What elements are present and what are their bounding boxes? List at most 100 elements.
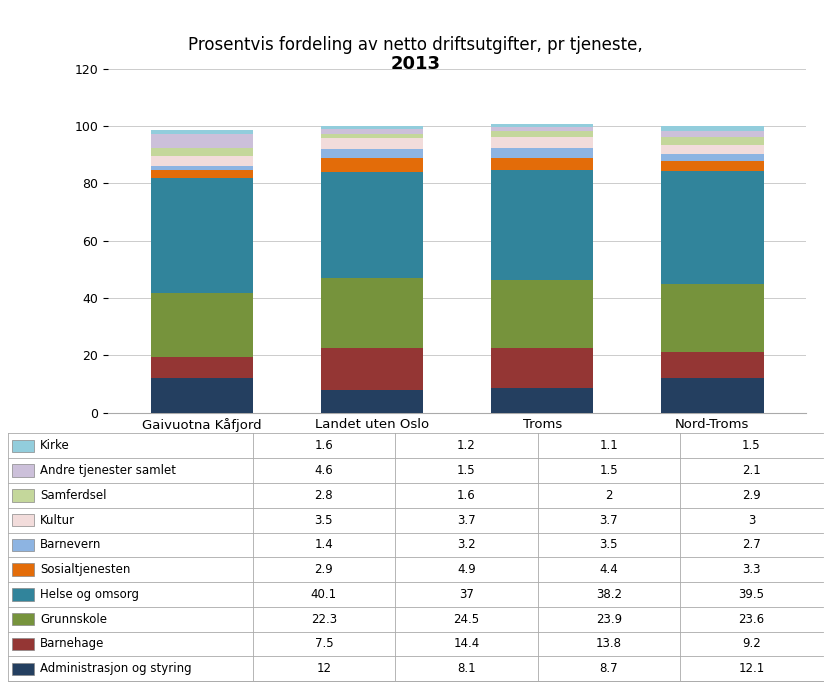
Bar — [321, 348, 423, 389]
Bar — [321, 129, 423, 133]
Bar — [661, 352, 764, 378]
Text: 1.6: 1.6 — [314, 440, 333, 452]
Text: Sosialtjenesten: Sosialtjenesten — [40, 563, 130, 576]
Text: 1.4: 1.4 — [314, 539, 333, 551]
Text: 1.6: 1.6 — [457, 489, 476, 502]
Text: 4.9: 4.9 — [457, 563, 476, 576]
Bar — [661, 378, 764, 413]
Bar — [12, 489, 34, 502]
Text: 3.7: 3.7 — [600, 514, 618, 526]
Bar — [12, 638, 34, 650]
Text: 2.9: 2.9 — [314, 563, 333, 576]
Text: 8.7: 8.7 — [600, 663, 618, 675]
Text: 1.5: 1.5 — [457, 464, 475, 477]
Bar — [491, 348, 593, 388]
Text: 22.3: 22.3 — [311, 613, 337, 625]
Bar — [12, 613, 34, 625]
Text: Andre tjenester samlet: Andre tjenester samlet — [40, 464, 176, 477]
Text: 3.2: 3.2 — [457, 539, 475, 551]
Bar — [491, 170, 593, 280]
Bar — [150, 166, 253, 170]
Text: Administrasjon og styring: Administrasjon og styring — [40, 663, 192, 675]
Bar — [321, 126, 423, 129]
Bar — [661, 127, 764, 131]
Text: 2.8: 2.8 — [315, 489, 333, 502]
Bar — [150, 293, 253, 357]
Bar — [661, 137, 764, 145]
Text: Helse og omsorg: Helse og omsorg — [40, 588, 139, 601]
Bar — [661, 131, 764, 137]
Bar — [150, 178, 253, 293]
Bar — [12, 588, 34, 601]
Bar — [150, 155, 253, 166]
Text: 3.7: 3.7 — [457, 514, 475, 526]
Text: 3.5: 3.5 — [315, 514, 333, 526]
Text: 12.1: 12.1 — [738, 663, 765, 675]
Text: Prosentvis fordeling av netto driftsutgifter, pr tjeneste,: Prosentvis fordeling av netto driftsutgi… — [188, 36, 643, 54]
Text: 4.4: 4.4 — [599, 563, 618, 576]
Text: 40.1: 40.1 — [311, 588, 337, 601]
Text: 4.6: 4.6 — [314, 464, 333, 477]
Bar — [150, 130, 253, 134]
Bar — [321, 172, 423, 278]
Bar — [491, 131, 593, 137]
Text: 24.5: 24.5 — [454, 613, 479, 625]
Text: 2.9: 2.9 — [742, 489, 761, 502]
Bar — [321, 278, 423, 348]
Bar — [321, 133, 423, 138]
Bar — [12, 464, 34, 477]
Bar — [661, 162, 764, 171]
Text: 8.1: 8.1 — [457, 663, 475, 675]
Bar — [661, 284, 764, 352]
Bar — [12, 663, 34, 675]
Bar — [491, 148, 593, 158]
Text: Barnehage: Barnehage — [40, 638, 105, 650]
Bar — [150, 148, 253, 155]
Text: 1.1: 1.1 — [599, 440, 618, 452]
Bar — [491, 137, 593, 148]
Bar — [661, 153, 764, 162]
Bar — [661, 171, 764, 284]
Text: 1.5: 1.5 — [742, 440, 760, 452]
Text: 2.7: 2.7 — [742, 539, 761, 551]
Text: 23.6: 23.6 — [739, 613, 765, 625]
Text: 2.1: 2.1 — [742, 464, 761, 477]
Text: Kultur: Kultur — [40, 514, 75, 526]
Bar — [12, 563, 34, 576]
Text: 12: 12 — [317, 663, 332, 675]
Text: Grunnskole: Grunnskole — [40, 613, 107, 625]
Bar — [150, 357, 253, 378]
Text: Samferdsel: Samferdsel — [40, 489, 106, 502]
Text: 2013: 2013 — [391, 55, 440, 73]
Bar — [321, 389, 423, 413]
Text: 14.4: 14.4 — [453, 638, 479, 650]
Text: 3.3: 3.3 — [742, 563, 760, 576]
Text: 1.2: 1.2 — [457, 440, 476, 452]
Bar — [12, 440, 34, 452]
Text: 7.5: 7.5 — [315, 638, 333, 650]
Bar — [150, 134, 253, 148]
Bar — [321, 138, 423, 149]
Bar — [491, 124, 593, 127]
Bar — [491, 280, 593, 348]
Text: 2: 2 — [605, 489, 612, 502]
Bar — [491, 388, 593, 413]
Text: 13.8: 13.8 — [596, 638, 622, 650]
Text: Kirke: Kirke — [40, 440, 70, 452]
Text: 23.9: 23.9 — [596, 613, 622, 625]
Bar — [321, 158, 423, 172]
Text: 1.5: 1.5 — [600, 464, 618, 477]
Bar — [491, 158, 593, 170]
Bar — [321, 149, 423, 158]
Bar — [150, 378, 253, 413]
Bar — [12, 514, 34, 526]
Text: 3.5: 3.5 — [600, 539, 618, 551]
Bar — [150, 170, 253, 178]
Text: 9.2: 9.2 — [742, 638, 761, 650]
Text: 39.5: 39.5 — [739, 588, 765, 601]
Bar — [12, 539, 34, 551]
Bar — [491, 127, 593, 131]
Text: 38.2: 38.2 — [596, 588, 622, 601]
Text: 37: 37 — [459, 588, 474, 601]
Text: 3: 3 — [748, 514, 755, 526]
